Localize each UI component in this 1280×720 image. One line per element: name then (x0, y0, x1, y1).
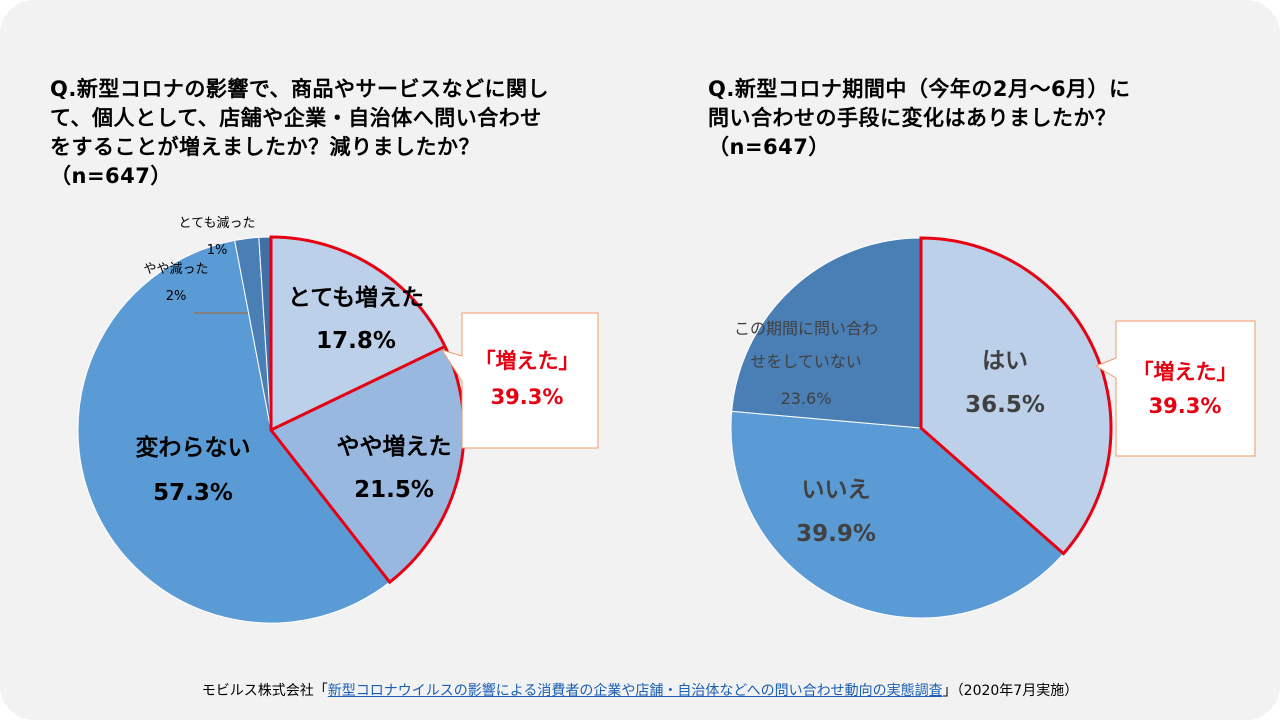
left-pie-label-3: 変わらない (136, 434, 251, 461)
left-pie-label-1: とても増えた (288, 284, 424, 311)
right-pie-label-3-line-1: この期間に問い合わ (734, 319, 878, 338)
right-callout-box (1094, 320, 1256, 457)
right-callout-label: 「増えた」 (1133, 360, 1238, 384)
left-chart-title: Q.新型コロナの影響で、商品やサービスなどに関し て、個人として、店舗や企業・自… (50, 77, 549, 188)
survey-link[interactable]: 新型コロナウイルスの影響による消費者の企業や店舗・自治体などへの問い合わせ動向の… (327, 683, 943, 699)
left-pie-value-4: 2% (166, 289, 187, 304)
right-callout-value: 39.3% (1149, 394, 1222, 418)
left-pie: とても増えた 17.8% やや増えた 21.5% 変わらない 57.3% やや減った 2% とて… (77, 215, 466, 624)
left-highlight-divider (270, 345, 446, 432)
left-pie-label-4: やや減った (143, 261, 208, 277)
left-pie-value-1: 17.8% (316, 328, 396, 354)
left-callout-box (440, 312, 599, 449)
right-pie-value-3: 23.6% (781, 389, 832, 408)
right-pie-label-1: はい (982, 348, 1028, 374)
right-pie-label-3-line-2: せをしていない (750, 352, 862, 371)
left-pie-value-2: 21.5% (354, 477, 434, 503)
right-pie-slice-2 (730, 410, 1065, 619)
left-pie-value-3: 57.3% (153, 480, 233, 506)
left-pie-slice-3 (77, 239, 391, 624)
right-pie-label-2: いいえ (802, 477, 871, 503)
right-callout: 「増えた」 39.3% (1094, 320, 1256, 457)
footer-prefix: モビルス株式会社「 (201, 683, 328, 699)
right-pie-value-1: 36.5% (965, 392, 1045, 418)
footer-suffix: 」（2020年7月実施） (942, 683, 1079, 699)
right-highlight-outline (919, 236, 1113, 556)
left-callout-label: 「増えた」 (475, 349, 580, 373)
source-footer: モビルス株式会社「新型コロナウイルスの影響による消費者の企業や店舗・自治体などへ… (0, 680, 1280, 700)
left-pie-label-2: やや増えた (337, 433, 452, 460)
left-pie-label-5: とても減った (179, 215, 256, 231)
right-chart-title: Q.新型コロナ期間中（今年の2月〜6月）に 問い合わせの手段に変化はありましたか… (708, 77, 1131, 159)
right-pie-value-2: 39.9% (796, 521, 876, 547)
left-callout: 「増えた」 39.3% (440, 312, 599, 449)
left-callout-value: 39.3% (491, 385, 564, 409)
left-pie-value-5: 1% (207, 243, 228, 258)
right-pie-slice-3 (731, 237, 922, 429)
